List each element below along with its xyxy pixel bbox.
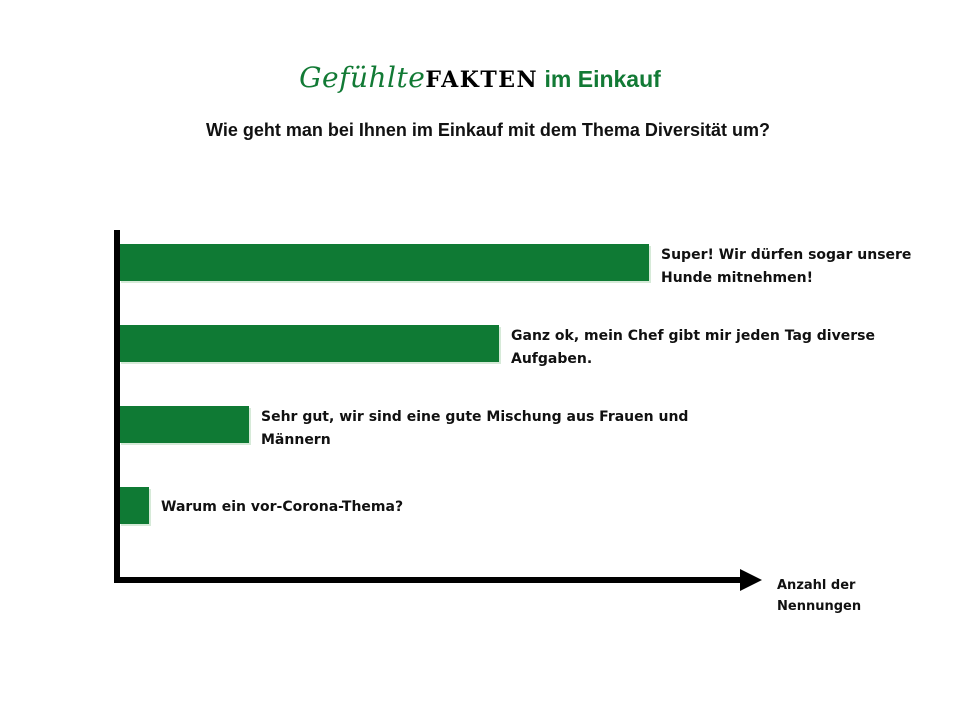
bar-label-line: Ganz ok, mein Chef gibt mir jeden Tag di… bbox=[511, 328, 875, 344]
x-axis-arrow-icon bbox=[740, 569, 762, 591]
title-part-gefuehlte: Gefühlte bbox=[299, 61, 426, 94]
bar-label-line: Hunde mitnehmen! bbox=[661, 270, 813, 286]
bar-label-line: Sehr gut, wir sind eine gute Mischung au… bbox=[261, 409, 688, 425]
title-part-im-einkauf: im Einkauf bbox=[538, 66, 661, 92]
bar-label-line: Aufgaben. bbox=[511, 351, 592, 367]
x-axis-label-line: Anzahl der bbox=[777, 578, 856, 593]
slide-subtitle: Wie geht man bei Ihnen im Einkauf mit de… bbox=[206, 120, 770, 140]
x-axis-label-line: Nennungen bbox=[777, 599, 861, 614]
bar-label: Super! Wir dürfen sogar unsere Hunde mitn… bbox=[661, 247, 911, 286]
bar bbox=[119, 406, 249, 443]
bar-label-line: Warum ein vor-Corona-Thema? bbox=[161, 499, 403, 515]
slide-title: GefühlteFAKTEN im Einkauf bbox=[0, 64, 960, 92]
title-part-fakten: FAKTEN bbox=[425, 67, 539, 93]
bar-label: Ganz ok, mein Chef gibt mir jeden Tag di… bbox=[511, 328, 875, 367]
bar-label: Warum ein vor-Corona-Thema? bbox=[161, 499, 403, 515]
x-axis-label: Anzahl der Nennungen bbox=[777, 578, 861, 614]
bar bbox=[119, 325, 499, 362]
bar-label-line: Super! Wir dürfen sogar unsere bbox=[661, 247, 911, 263]
bar bbox=[119, 487, 149, 524]
bar-label: Sehr gut, wir sind eine gute Mischung au… bbox=[261, 409, 688, 448]
bar-label-line: Männern bbox=[261, 432, 331, 448]
bar bbox=[119, 244, 649, 281]
